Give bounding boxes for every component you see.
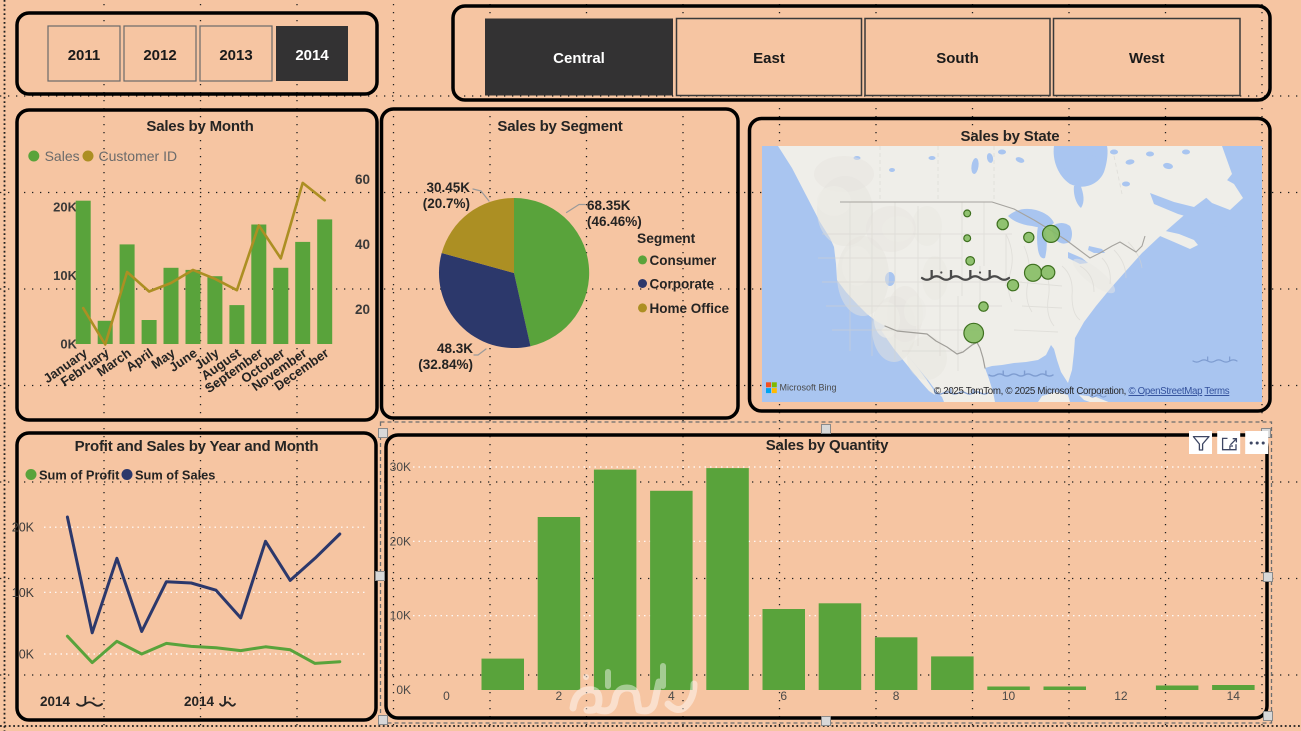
- svg-text:Microsoft Bing: Microsoft Bing: [780, 383, 837, 393]
- svg-text:14: 14: [1227, 689, 1241, 703]
- svg-text:2014: 2014: [184, 694, 215, 709]
- svg-text:(20.7%): (20.7%): [423, 196, 470, 211]
- svg-text:20K: 20K: [53, 200, 77, 215]
- svg-text:Sales by Month: Sales by Month: [146, 118, 253, 135]
- svg-text:Sales: Sales: [45, 148, 80, 164]
- svg-text:(46.46%): (46.46%): [587, 214, 642, 229]
- svg-text:South: South: [936, 50, 979, 67]
- svg-text:Segment: Segment: [637, 231, 696, 246]
- svg-text:2011: 2011: [68, 47, 101, 64]
- svg-text:20K: 20K: [12, 521, 35, 535]
- svg-text:6: 6: [780, 689, 787, 703]
- svg-text:Sales by Quantity: Sales by Quantity: [766, 437, 889, 454]
- svg-text:30K: 30K: [390, 460, 411, 474]
- svg-text:2012: 2012: [143, 47, 176, 64]
- svg-text:Consumer: Consumer: [650, 253, 718, 268]
- svg-text:10K: 10K: [53, 268, 77, 283]
- svg-text:2014: 2014: [295, 47, 329, 64]
- svg-text:West: West: [1129, 50, 1165, 67]
- svg-text:0K: 0K: [396, 683, 411, 697]
- svg-text:12: 12: [1114, 689, 1128, 703]
- svg-text:48.3K: 48.3K: [437, 341, 473, 356]
- svg-text:Sum of Profit: Sum of Profit: [39, 468, 120, 483]
- svg-text:Central: Central: [553, 50, 605, 67]
- svg-text:(32.84%): (32.84%): [418, 357, 473, 372]
- svg-text:Sales by State: Sales by State: [961, 128, 1060, 145]
- svg-text:0K: 0K: [60, 337, 77, 352]
- svg-text:20: 20: [355, 302, 370, 317]
- svg-text:20K: 20K: [390, 534, 411, 548]
- svg-text:Sum of Sales: Sum of Sales: [135, 468, 215, 483]
- svg-text:2: 2: [556, 689, 563, 703]
- svg-text:40: 40: [355, 237, 370, 252]
- svg-text:© 2025 TomTom, © 2025 Microsof: © 2025 TomTom, © 2025 Microsoft Corporat…: [934, 386, 1230, 397]
- svg-text:2013: 2013: [219, 47, 252, 64]
- svg-text:Corporate: Corporate: [650, 277, 715, 292]
- svg-text:2014: 2014: [40, 694, 71, 709]
- svg-text:30.45K: 30.45K: [426, 180, 470, 195]
- svg-text:Customer ID: Customer ID: [99, 148, 178, 164]
- svg-text:0: 0: [443, 689, 450, 703]
- svg-text:10K: 10K: [12, 586, 35, 600]
- svg-text:10: 10: [1002, 689, 1016, 703]
- svg-text:East: East: [753, 50, 785, 67]
- svg-text:0K: 0K: [19, 648, 35, 662]
- svg-text:4: 4: [668, 689, 675, 703]
- svg-text:Sales by Segment: Sales by Segment: [497, 118, 622, 135]
- svg-text:68.35K: 68.35K: [587, 198, 631, 213]
- svg-text:10K: 10K: [390, 609, 411, 623]
- svg-text:8: 8: [893, 689, 900, 703]
- svg-text:60: 60: [355, 172, 370, 187]
- svg-text:Profit and Sales by Year and M: Profit and Sales by Year and Month: [75, 438, 319, 455]
- svg-text:Home Office: Home Office: [650, 301, 730, 316]
